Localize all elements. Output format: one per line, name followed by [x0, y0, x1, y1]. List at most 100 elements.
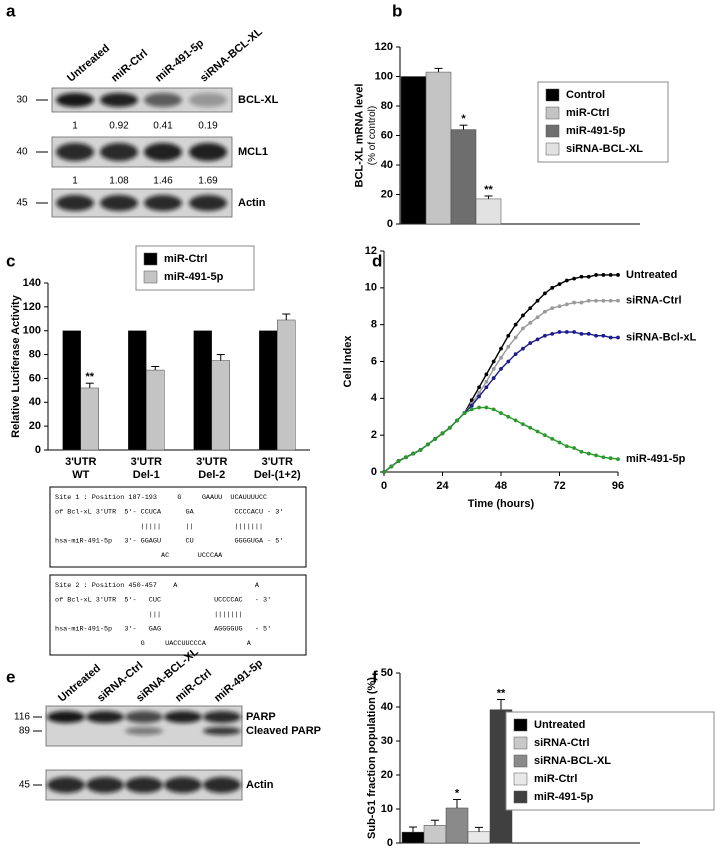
series-point	[572, 300, 577, 305]
series-point	[579, 274, 584, 279]
y-tick-label: 100	[23, 325, 41, 337]
mw-marker: 40	[16, 147, 28, 158]
series-point	[418, 448, 423, 452]
blot-band	[189, 143, 227, 161]
series-point	[477, 394, 481, 399]
bar	[80, 387, 99, 451]
legend-label: Control	[566, 89, 605, 101]
y-tick-label: 40	[381, 159, 393, 171]
series-point	[616, 273, 620, 277]
bar	[277, 319, 296, 451]
series-point	[477, 390, 481, 395]
y-axis-label: Relative Luciferase Activity	[10, 294, 22, 438]
site-row: of Bcl-xL 3'UTR 5'- CCUCA GA CCCCACU - 3…	[55, 508, 283, 516]
y-tick-label: 4	[371, 392, 378, 404]
quant-value: 1	[72, 176, 78, 187]
series-point	[440, 431, 445, 436]
y-tick-label: 20	[381, 769, 393, 781]
series-point	[564, 278, 569, 283]
y-tick-label: 140	[23, 277, 41, 289]
series-point	[572, 276, 577, 281]
y-tick-label: 10	[381, 803, 393, 815]
site-row: ||||| || |||||||	[55, 523, 263, 531]
series-point	[477, 385, 481, 390]
y-tick-label: 6	[371, 355, 377, 367]
series-point	[564, 444, 569, 449]
legend-swatch	[513, 718, 528, 732]
series-point	[484, 385, 489, 390]
series-point	[411, 451, 416, 456]
x-tick-label: 3'UTR	[65, 456, 96, 468]
site-box	[49, 486, 307, 568]
mw-marker: 89	[19, 726, 31, 737]
y-tick-label: 0	[371, 466, 377, 478]
y-tick-label: 120	[375, 41, 393, 53]
blot-band	[100, 143, 138, 161]
blot-band	[144, 195, 182, 211]
series-point	[491, 359, 496, 364]
y-tick-label: 80	[381, 100, 393, 112]
y-tick-label: 8	[371, 319, 377, 331]
series-point	[528, 306, 533, 310]
series-point	[601, 455, 606, 460]
series-point	[521, 346, 525, 351]
y-tick-label: 20	[381, 188, 393, 200]
blot-band	[125, 711, 163, 723]
series-label: miR-491-5p	[626, 453, 686, 465]
series-point	[594, 453, 598, 458]
blot-band	[203, 727, 241, 735]
series-point	[594, 298, 598, 303]
series-point	[499, 355, 503, 360]
legend-swatch	[513, 754, 528, 768]
series-point	[521, 326, 525, 331]
mw-marker: 30	[16, 95, 28, 106]
blot-band	[100, 93, 138, 107]
site-row: Site 1 : Position 187-193 G GAAUU UCAUUU…	[55, 494, 267, 502]
series-point	[608, 273, 613, 277]
y-tick-label: 40	[29, 396, 41, 408]
blot-band	[203, 777, 241, 793]
blot-band	[56, 143, 94, 161]
blot-band	[47, 711, 85, 723]
blot-band	[56, 195, 94, 211]
series-point	[491, 407, 496, 412]
legend-label: miR-491-5p	[566, 125, 626, 137]
series-point	[616, 335, 620, 340]
blot-band	[144, 93, 182, 107]
legend-label: siRNA-Ctrl	[534, 737, 590, 749]
series-point	[535, 429, 540, 434]
x-tick-label: 3'UTR	[196, 456, 227, 468]
series-point	[528, 320, 533, 325]
series-point	[616, 298, 620, 303]
series-point	[550, 306, 555, 310]
series-point	[594, 273, 598, 277]
series-point	[550, 285, 555, 290]
quant-value: 1	[72, 121, 78, 132]
series-point	[542, 333, 547, 338]
series-label: Untreated	[626, 269, 677, 281]
legend-label: miR-Ctrl	[566, 107, 609, 119]
site-row: AC UCCCAA	[55, 552, 223, 560]
series-point	[601, 333, 606, 338]
blot-band	[164, 711, 202, 723]
y-tick-label: 30	[381, 735, 393, 747]
series-point	[616, 457, 620, 462]
bar	[425, 71, 452, 225]
x-tick-label: 72	[553, 480, 565, 492]
bar	[475, 198, 502, 225]
series-point	[469, 407, 474, 412]
significance: **	[484, 184, 493, 196]
legend-box	[505, 711, 715, 811]
band-label: BCL-XL	[238, 94, 279, 106]
series-point	[542, 433, 547, 438]
quant-value: 0.92	[109, 121, 129, 132]
band-label: MCL1	[238, 146, 268, 158]
series-point	[542, 309, 547, 314]
x-tick-label: 96	[612, 480, 624, 492]
series-point	[601, 298, 606, 303]
bar	[423, 825, 447, 844]
series-point	[506, 344, 511, 349]
series-point	[404, 455, 408, 460]
series-point	[484, 379, 489, 384]
blot-band	[189, 93, 227, 107]
